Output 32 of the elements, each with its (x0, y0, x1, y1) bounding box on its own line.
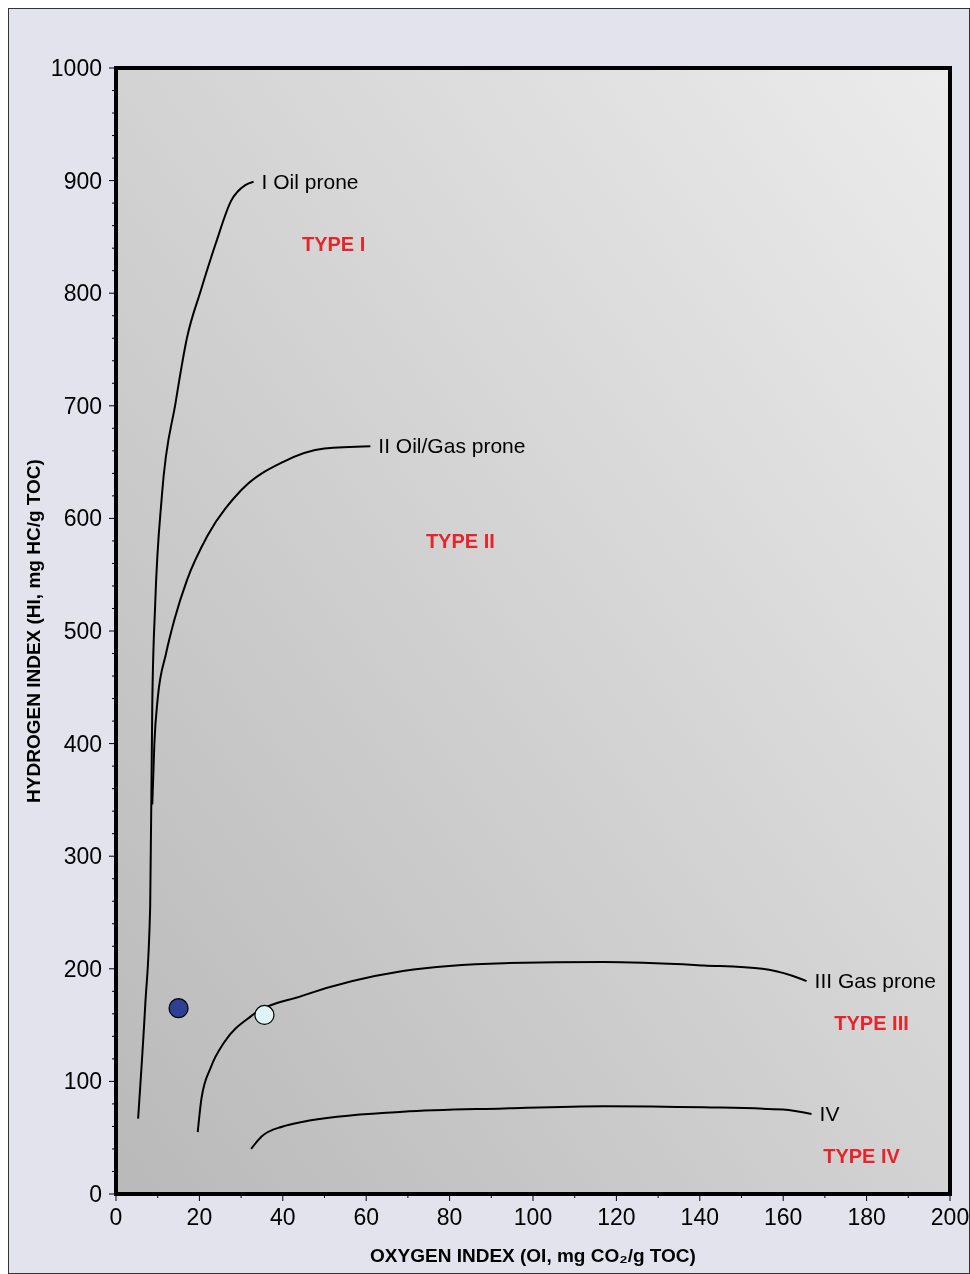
x-tick-label: 80 (436, 1204, 463, 1230)
y-tick-label: 500 (63, 618, 102, 644)
annotation: TYPE III (834, 1012, 909, 1035)
x-tick-label: 100 (513, 1204, 553, 1230)
series-label: IV (819, 1102, 840, 1126)
series-label: I Oil prone (261, 169, 359, 193)
x-tick-label: 200 (930, 1204, 970, 1230)
y-tick-label: 700 (63, 392, 102, 419)
y-tick-label: 800 (63, 280, 102, 307)
annotation: TYPE I (301, 232, 366, 255)
y-tick-label: 0 (89, 1181, 102, 1207)
x-tick-label: 0 (109, 1204, 123, 1230)
y-tick-label: 600 (63, 505, 102, 532)
x-tick-label: 60 (353, 1204, 379, 1230)
series-label: III Gas prone (814, 969, 936, 993)
annotation: TYPE IV (823, 1145, 901, 1168)
x-tick-label: 20 (186, 1204, 213, 1230)
x-tick-label: 120 (597, 1204, 636, 1230)
y-tick-label: 900 (63, 167, 102, 194)
x-tick-label: 140 (680, 1204, 719, 1230)
annotation: TYPE II (425, 530, 495, 553)
y-tick-label: 100 (63, 1068, 102, 1095)
y-tick-label: 1000 (50, 55, 102, 81)
y-axis-title: HYDROGEN INDEX (HI, mg HC/g TOC) (23, 459, 44, 803)
series-label: II Oil/Gas prone (378, 434, 526, 458)
x-axis-title: OXYGEN INDEX (OI, mg CO₂/g TOC) (370, 1245, 696, 1266)
x-tick-label: 40 (270, 1204, 296, 1230)
y-tick-label: 200 (63, 955, 102, 982)
x-tick-label: 160 (764, 1204, 803, 1230)
y-tick-label: 300 (63, 843, 102, 870)
y-tick-label: 400 (63, 730, 102, 757)
x-tick-label: 180 (847, 1204, 886, 1230)
